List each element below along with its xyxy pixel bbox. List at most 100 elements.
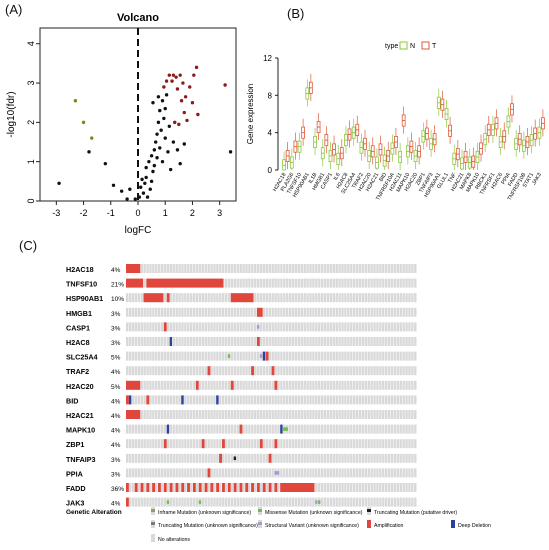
- sample-cell: [210, 337, 213, 346]
- sample-cell: [233, 337, 237, 346]
- sample-cell: [131, 453, 135, 463]
- sample-cell: [411, 351, 414, 361]
- sample-cell: [402, 351, 405, 361]
- sample-cell: [306, 497, 309, 507]
- sample-cell: [184, 453, 187, 463]
- sample-cell: [166, 483, 170, 492]
- sample-cell: [265, 264, 269, 273]
- sample-cell: [379, 380, 382, 390]
- y-tick-label: 3: [26, 81, 36, 86]
- sample-cell: [190, 337, 193, 346]
- point-ns: [155, 132, 159, 136]
- sample-cell: [370, 439, 373, 449]
- sample-cell: [230, 483, 234, 492]
- sample-cell: [379, 366, 382, 376]
- sample-cell: [402, 439, 405, 449]
- sample-cell: [239, 278, 242, 288]
- alteration-amplification: [126, 395, 129, 405]
- legend-swatch: [421, 41, 430, 50]
- sample-cell: [134, 395, 138, 405]
- sample-cell: [364, 439, 368, 449]
- sample-cell: [402, 293, 405, 303]
- sample-cell: [364, 322, 368, 332]
- sample-cell: [210, 439, 213, 449]
- sample-cell: [172, 307, 175, 317]
- sample-cell: [233, 264, 237, 273]
- sample-cell: [204, 395, 207, 405]
- sample-cell: [143, 307, 146, 317]
- sample-cell: [192, 439, 196, 449]
- alteration-deep-deletion: [181, 395, 184, 405]
- sample-cell: [320, 366, 324, 376]
- sample-cell: [332, 278, 335, 288]
- gene-percent: 4%: [111, 267, 121, 274]
- sample-cell: [163, 424, 167, 434]
- sample-cell: [347, 293, 350, 303]
- sample-cell: [166, 439, 170, 449]
- sample-cell: [265, 410, 269, 419]
- sample-cell: [341, 278, 344, 288]
- sample-cell: [300, 337, 303, 346]
- x-tick-label: IL1B: [308, 172, 319, 185]
- sample-cell: [245, 410, 248, 419]
- sample-cell: [335, 453, 338, 463]
- sample-cell: [134, 293, 138, 303]
- sample-cell: [364, 410, 368, 419]
- sample-cell: [341, 424, 344, 434]
- sample-cell: [358, 395, 362, 405]
- sample-cell: [396, 322, 400, 332]
- sample-cell: [152, 366, 155, 376]
- sample-cell: [384, 337, 388, 346]
- sample-cell: [181, 424, 184, 434]
- sample-cell: [335, 497, 338, 507]
- sample-cell: [143, 410, 146, 419]
- sample-cell: [175, 395, 178, 405]
- sample-cell: [195, 424, 199, 434]
- sample-cell: [318, 366, 321, 376]
- sample-cell: [335, 380, 338, 390]
- sample-cell: [352, 351, 356, 361]
- sample-cell: [280, 439, 283, 449]
- sample-cell: [227, 424, 231, 434]
- sample-cell: [160, 351, 164, 361]
- sample-cell: [390, 278, 394, 288]
- sample-cell: [222, 307, 225, 317]
- sample-cell: [332, 497, 335, 507]
- sample-cell: [204, 424, 207, 434]
- sample-cell: [172, 395, 175, 405]
- sample-cell: [251, 468, 254, 478]
- sample-cell: [155, 395, 158, 405]
- sample-cell: [134, 307, 138, 317]
- sample-cell: [408, 424, 411, 434]
- sample-cell: [198, 293, 202, 303]
- sample-cell: [248, 307, 251, 317]
- sample-cell: [370, 395, 373, 405]
- sample-cell: [364, 351, 368, 361]
- sample-cell: [332, 337, 335, 346]
- sample-cell: [213, 395, 216, 405]
- sample-cell: [178, 453, 181, 463]
- sample-cell: [134, 337, 138, 346]
- sample-cell: [230, 366, 234, 376]
- sample-cell: [347, 424, 350, 434]
- sample-cell: [222, 424, 225, 434]
- point-ns: [158, 146, 162, 150]
- sample-cell: [213, 351, 216, 361]
- sample-cell: [166, 410, 170, 419]
- sample-cell: [149, 322, 152, 332]
- sample-cell: [207, 307, 210, 317]
- sample-cell: [256, 293, 260, 303]
- sample-cell: [152, 439, 155, 449]
- alteration-amplification: [126, 483, 129, 492]
- sample-cell: [152, 380, 155, 390]
- sample-cell: [163, 337, 167, 346]
- sample-cell: [262, 366, 266, 376]
- alteration-amplification: [192, 483, 196, 492]
- sample-cell: [376, 497, 379, 507]
- sample-cell: [198, 307, 202, 317]
- sample-cell: [358, 453, 362, 463]
- sample-cell: [172, 366, 175, 376]
- sample-cell: [204, 322, 207, 332]
- x-tick-label: 3: [217, 208, 222, 218]
- sample-cell: [300, 424, 303, 434]
